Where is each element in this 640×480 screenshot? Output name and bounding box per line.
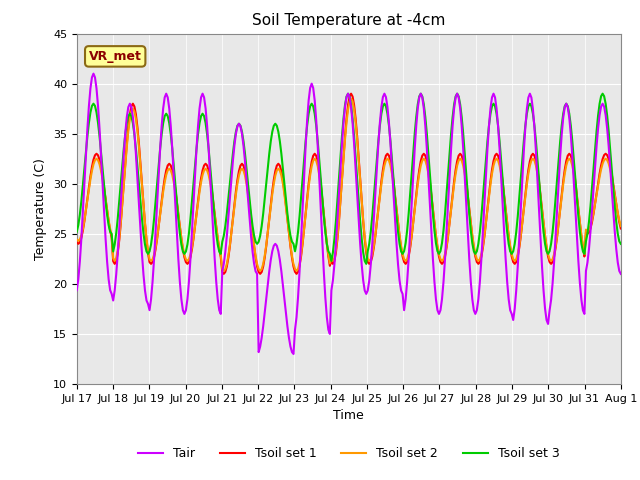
Tair — [73, 287, 81, 293]
Tsoil set 2 — [73, 237, 81, 242]
Tsoil set 3 — [589, 166, 597, 172]
Tsoil set 3 — [311, 111, 319, 117]
Line: Tsoil set 1: Tsoil set 1 — [77, 94, 621, 274]
Y-axis label: Temperature (C): Temperature (C) — [35, 158, 47, 260]
Legend: Tair, Tsoil set 1, Tsoil set 2, Tsoil set 3: Tair, Tsoil set 1, Tsoil set 2, Tsoil se… — [132, 443, 565, 465]
Tair — [264, 282, 271, 288]
Tsoil set 2 — [348, 96, 355, 102]
Tsoil set 2 — [312, 158, 320, 164]
Tsoil set 3 — [362, 261, 370, 267]
Tsoil set 1 — [589, 211, 597, 216]
Tair — [589, 186, 597, 192]
Line: Tsoil set 2: Tsoil set 2 — [77, 99, 621, 271]
Tsoil set 3 — [262, 181, 270, 187]
Tsoil set 1 — [73, 240, 81, 245]
Tsoil set 2 — [220, 268, 228, 274]
Tsoil set 1 — [255, 269, 262, 275]
Tsoil set 1 — [312, 153, 320, 159]
Tsoil set 2 — [140, 202, 147, 207]
Tair — [90, 71, 97, 76]
Tsoil set 3 — [253, 241, 261, 247]
Tair — [290, 351, 298, 357]
Tsoil set 1 — [348, 91, 355, 96]
Tsoil set 3 — [344, 91, 352, 96]
Tsoil set 1 — [264, 230, 271, 236]
Tsoil set 2 — [237, 168, 244, 173]
Text: VR_met: VR_met — [89, 50, 141, 63]
Line: Tsoil set 3: Tsoil set 3 — [77, 94, 621, 264]
Tair — [237, 123, 244, 129]
Tsoil set 1 — [237, 163, 244, 168]
Tsoil set 1 — [140, 202, 147, 207]
Tair — [255, 349, 262, 355]
Tsoil set 2 — [589, 210, 597, 216]
Title: Soil Temperature at -4cm: Soil Temperature at -4cm — [252, 13, 445, 28]
Tsoil set 2 — [264, 230, 271, 236]
Tair — [314, 144, 321, 149]
Tsoil set 3 — [73, 229, 81, 235]
X-axis label: Time: Time — [333, 409, 364, 422]
Tair — [141, 288, 149, 293]
Tsoil set 3 — [617, 241, 625, 247]
Tair — [617, 271, 625, 277]
Tsoil set 3 — [140, 230, 147, 236]
Line: Tair: Tair — [77, 73, 621, 354]
Tsoil set 2 — [617, 223, 625, 229]
Tsoil set 3 — [235, 121, 243, 127]
Tsoil set 2 — [255, 266, 262, 272]
Tsoil set 1 — [220, 271, 228, 277]
Tsoil set 1 — [617, 226, 625, 231]
